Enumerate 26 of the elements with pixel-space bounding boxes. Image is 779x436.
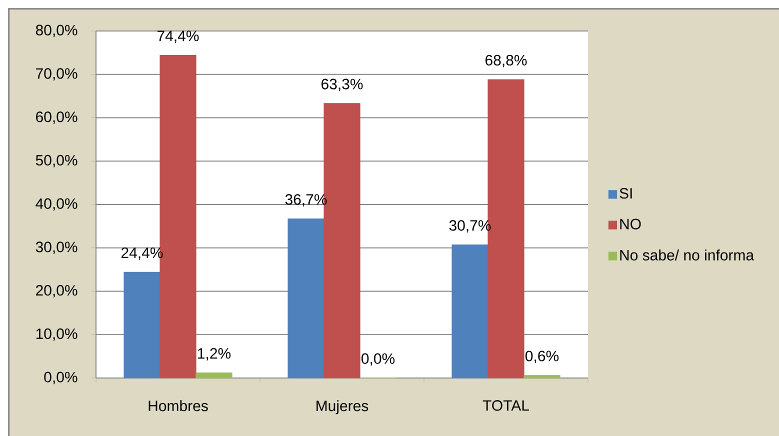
- data-label: 68,8%: [486, 54, 527, 68]
- y-tick-label: 30,0%: [36, 242, 78, 254]
- y-tick-label: 40,0%: [36, 198, 78, 211]
- y-tick-label: 10,0%: [36, 328, 78, 341]
- data-label: 0,6%: [525, 350, 559, 364]
- bar: [196, 372, 232, 378]
- y-tick-label: 20,0%: [36, 285, 78, 298]
- x-tick-label: Hombres: [148, 400, 208, 412]
- bar: [288, 218, 324, 378]
- bar: [524, 375, 560, 378]
- bar: [124, 272, 160, 378]
- x-tick-label: Mujeres: [316, 400, 368, 414]
- bar: [452, 244, 488, 378]
- data-label: 74,4%: [158, 30, 199, 43]
- y-tick-label: 50,0%: [36, 154, 78, 168]
- y-tick-label: 70,0%: [36, 68, 78, 81]
- y-tick-label: 0,0%: [44, 372, 78, 384]
- x-tick-label: TOTAL: [482, 400, 529, 411]
- y-tick-label: 60,0%: [36, 112, 78, 124]
- data-label: 63,3%: [322, 78, 363, 92]
- data-label: 1,2%: [198, 348, 231, 360]
- legend-label: SI: [620, 188, 632, 199]
- data-label: 0,0%: [361, 353, 395, 366]
- y-tick-label: 80,0%: [36, 24, 78, 38]
- legend-label: No sabe/ no informa: [620, 249, 754, 260]
- legend-label: NO: [620, 218, 641, 230]
